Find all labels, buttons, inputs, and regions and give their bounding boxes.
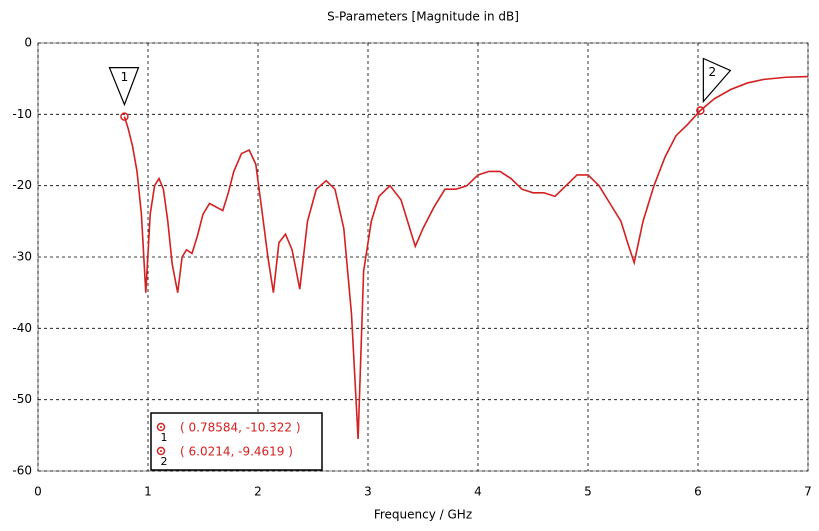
readout-icon — [156, 446, 166, 456]
readout-index: 2 — [161, 455, 168, 468]
marker-point — [120, 112, 129, 121]
marker-point — [696, 106, 705, 115]
series-line — [123, 75, 809, 439]
x-tick-label: 3 — [364, 485, 372, 499]
chart-title: S-Parameters [Magnitude in dB] — [327, 10, 519, 24]
x-tick-label: 4 — [474, 485, 482, 499]
marker-flag — [702, 57, 732, 104]
x-tick-label: 5 — [584, 485, 592, 499]
readout-text: ( 0.78584, -10.322 ) — [180, 421, 301, 435]
y-tick-label: -20 — [12, 178, 32, 192]
readout-icon-dot — [160, 450, 162, 452]
readout-icon — [156, 422, 166, 432]
readout-index: 1 — [161, 431, 168, 444]
readout-text: ( 6.0214, -9.4619 ) — [180, 445, 293, 459]
y-tick-label: -40 — [12, 321, 32, 335]
x-tick-label: 2 — [254, 485, 262, 499]
x-tick-label: 1 — [144, 485, 152, 499]
y-tick-label: 0 — [24, 36, 32, 50]
y-tick-label: -30 — [12, 250, 32, 264]
y-tick-label: -60 — [12, 464, 32, 478]
x-tick-label: 0 — [34, 485, 42, 499]
readout-icon-dot — [160, 426, 162, 428]
marker-flag — [108, 67, 140, 107]
readout-box — [150, 412, 323, 471]
x-tick-label: 7 — [804, 485, 812, 499]
y-tick-label: -50 — [12, 392, 32, 406]
marker-label: 1 — [121, 70, 129, 84]
x-tick-label: 6 — [694, 485, 702, 499]
marker-label: 2 — [709, 65, 717, 79]
x-axis-label: Frequency / GHz — [374, 508, 472, 522]
y-tick-label: -10 — [12, 107, 32, 121]
